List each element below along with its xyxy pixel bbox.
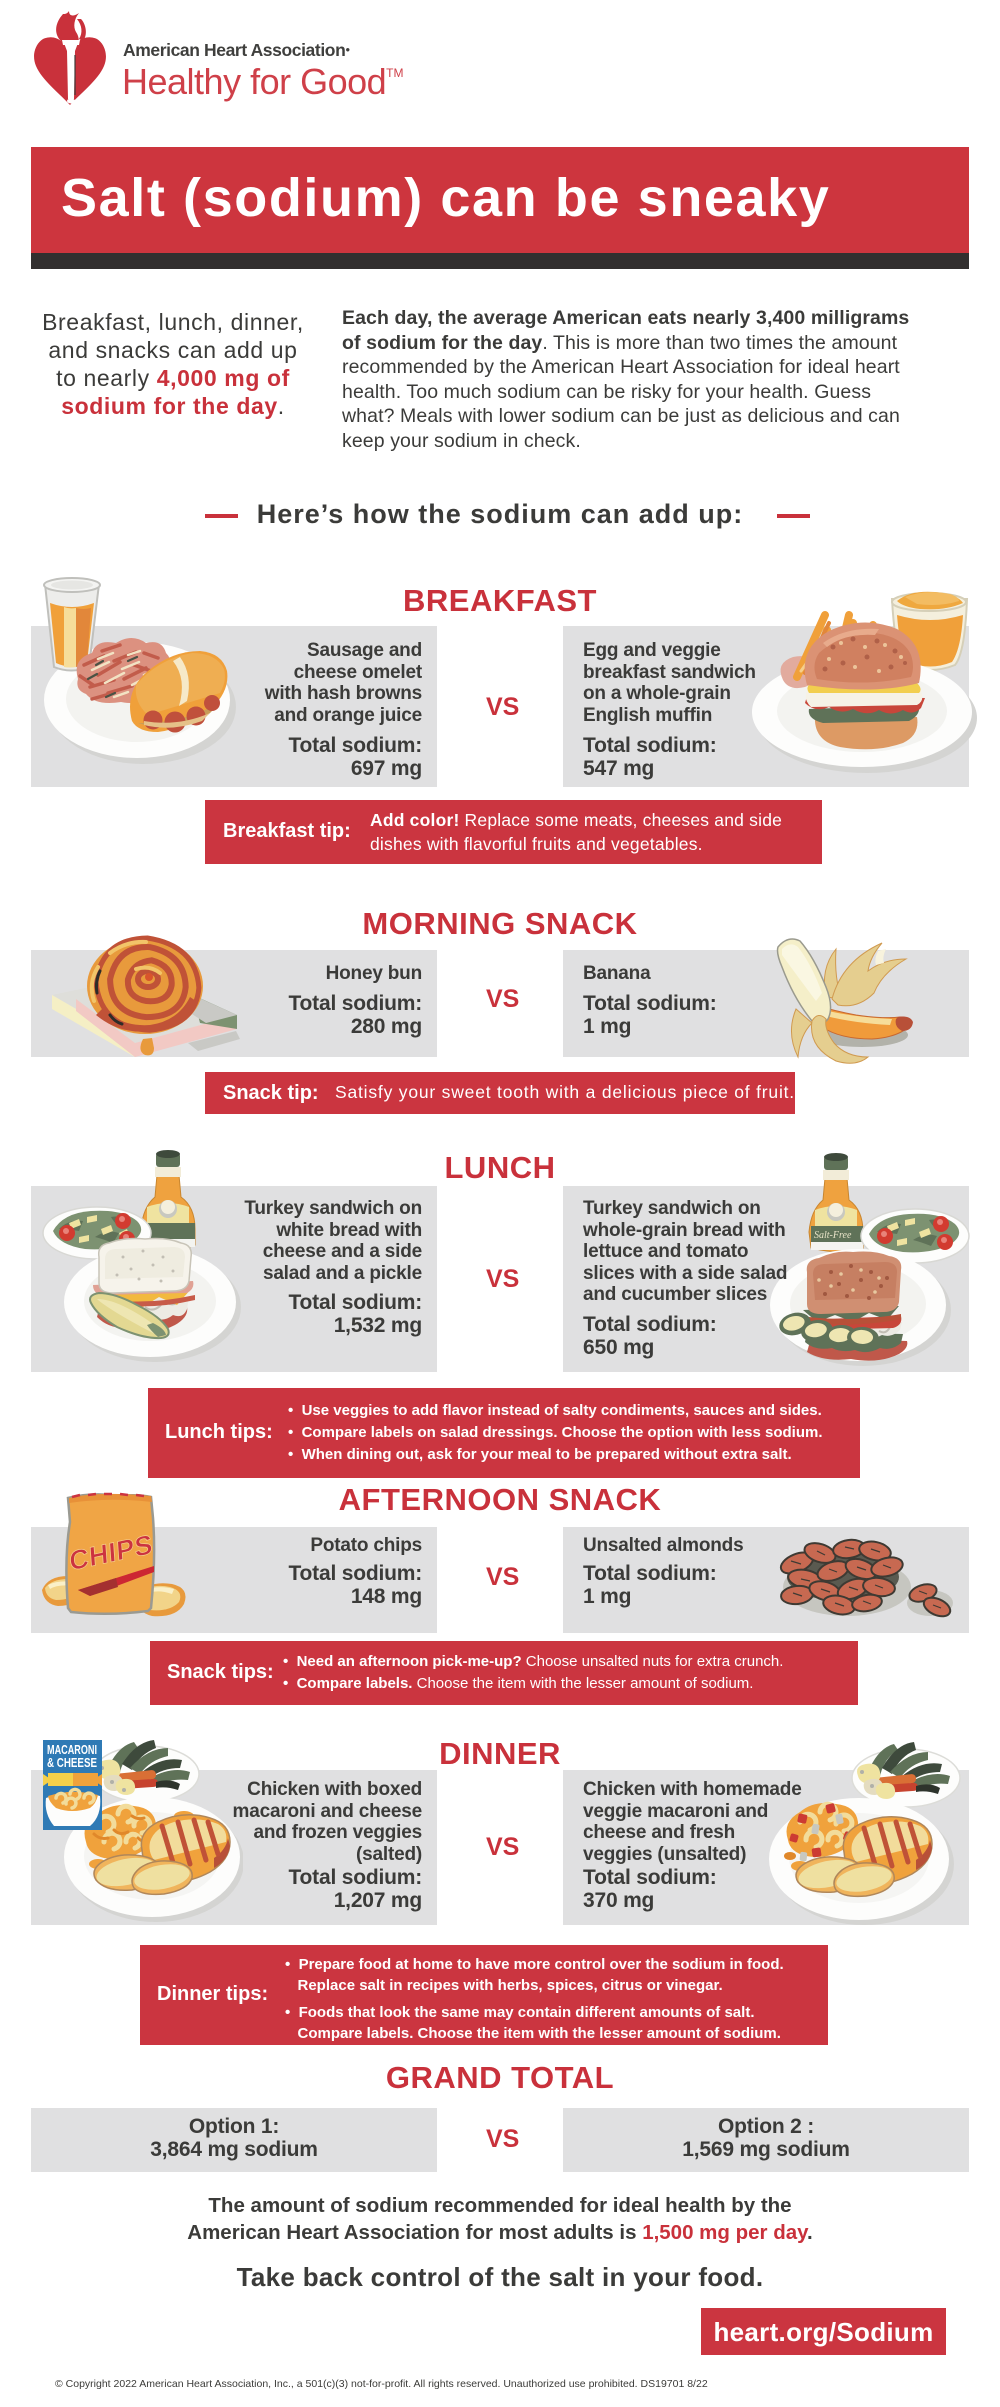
svg-text:Salt-Free: Salt-Free <box>814 1230 852 1241</box>
svg-text:MACARONI: MACARONI <box>47 1743 97 1757</box>
svg-text:& CHEESE: & CHEESE <box>47 1756 97 1770</box>
